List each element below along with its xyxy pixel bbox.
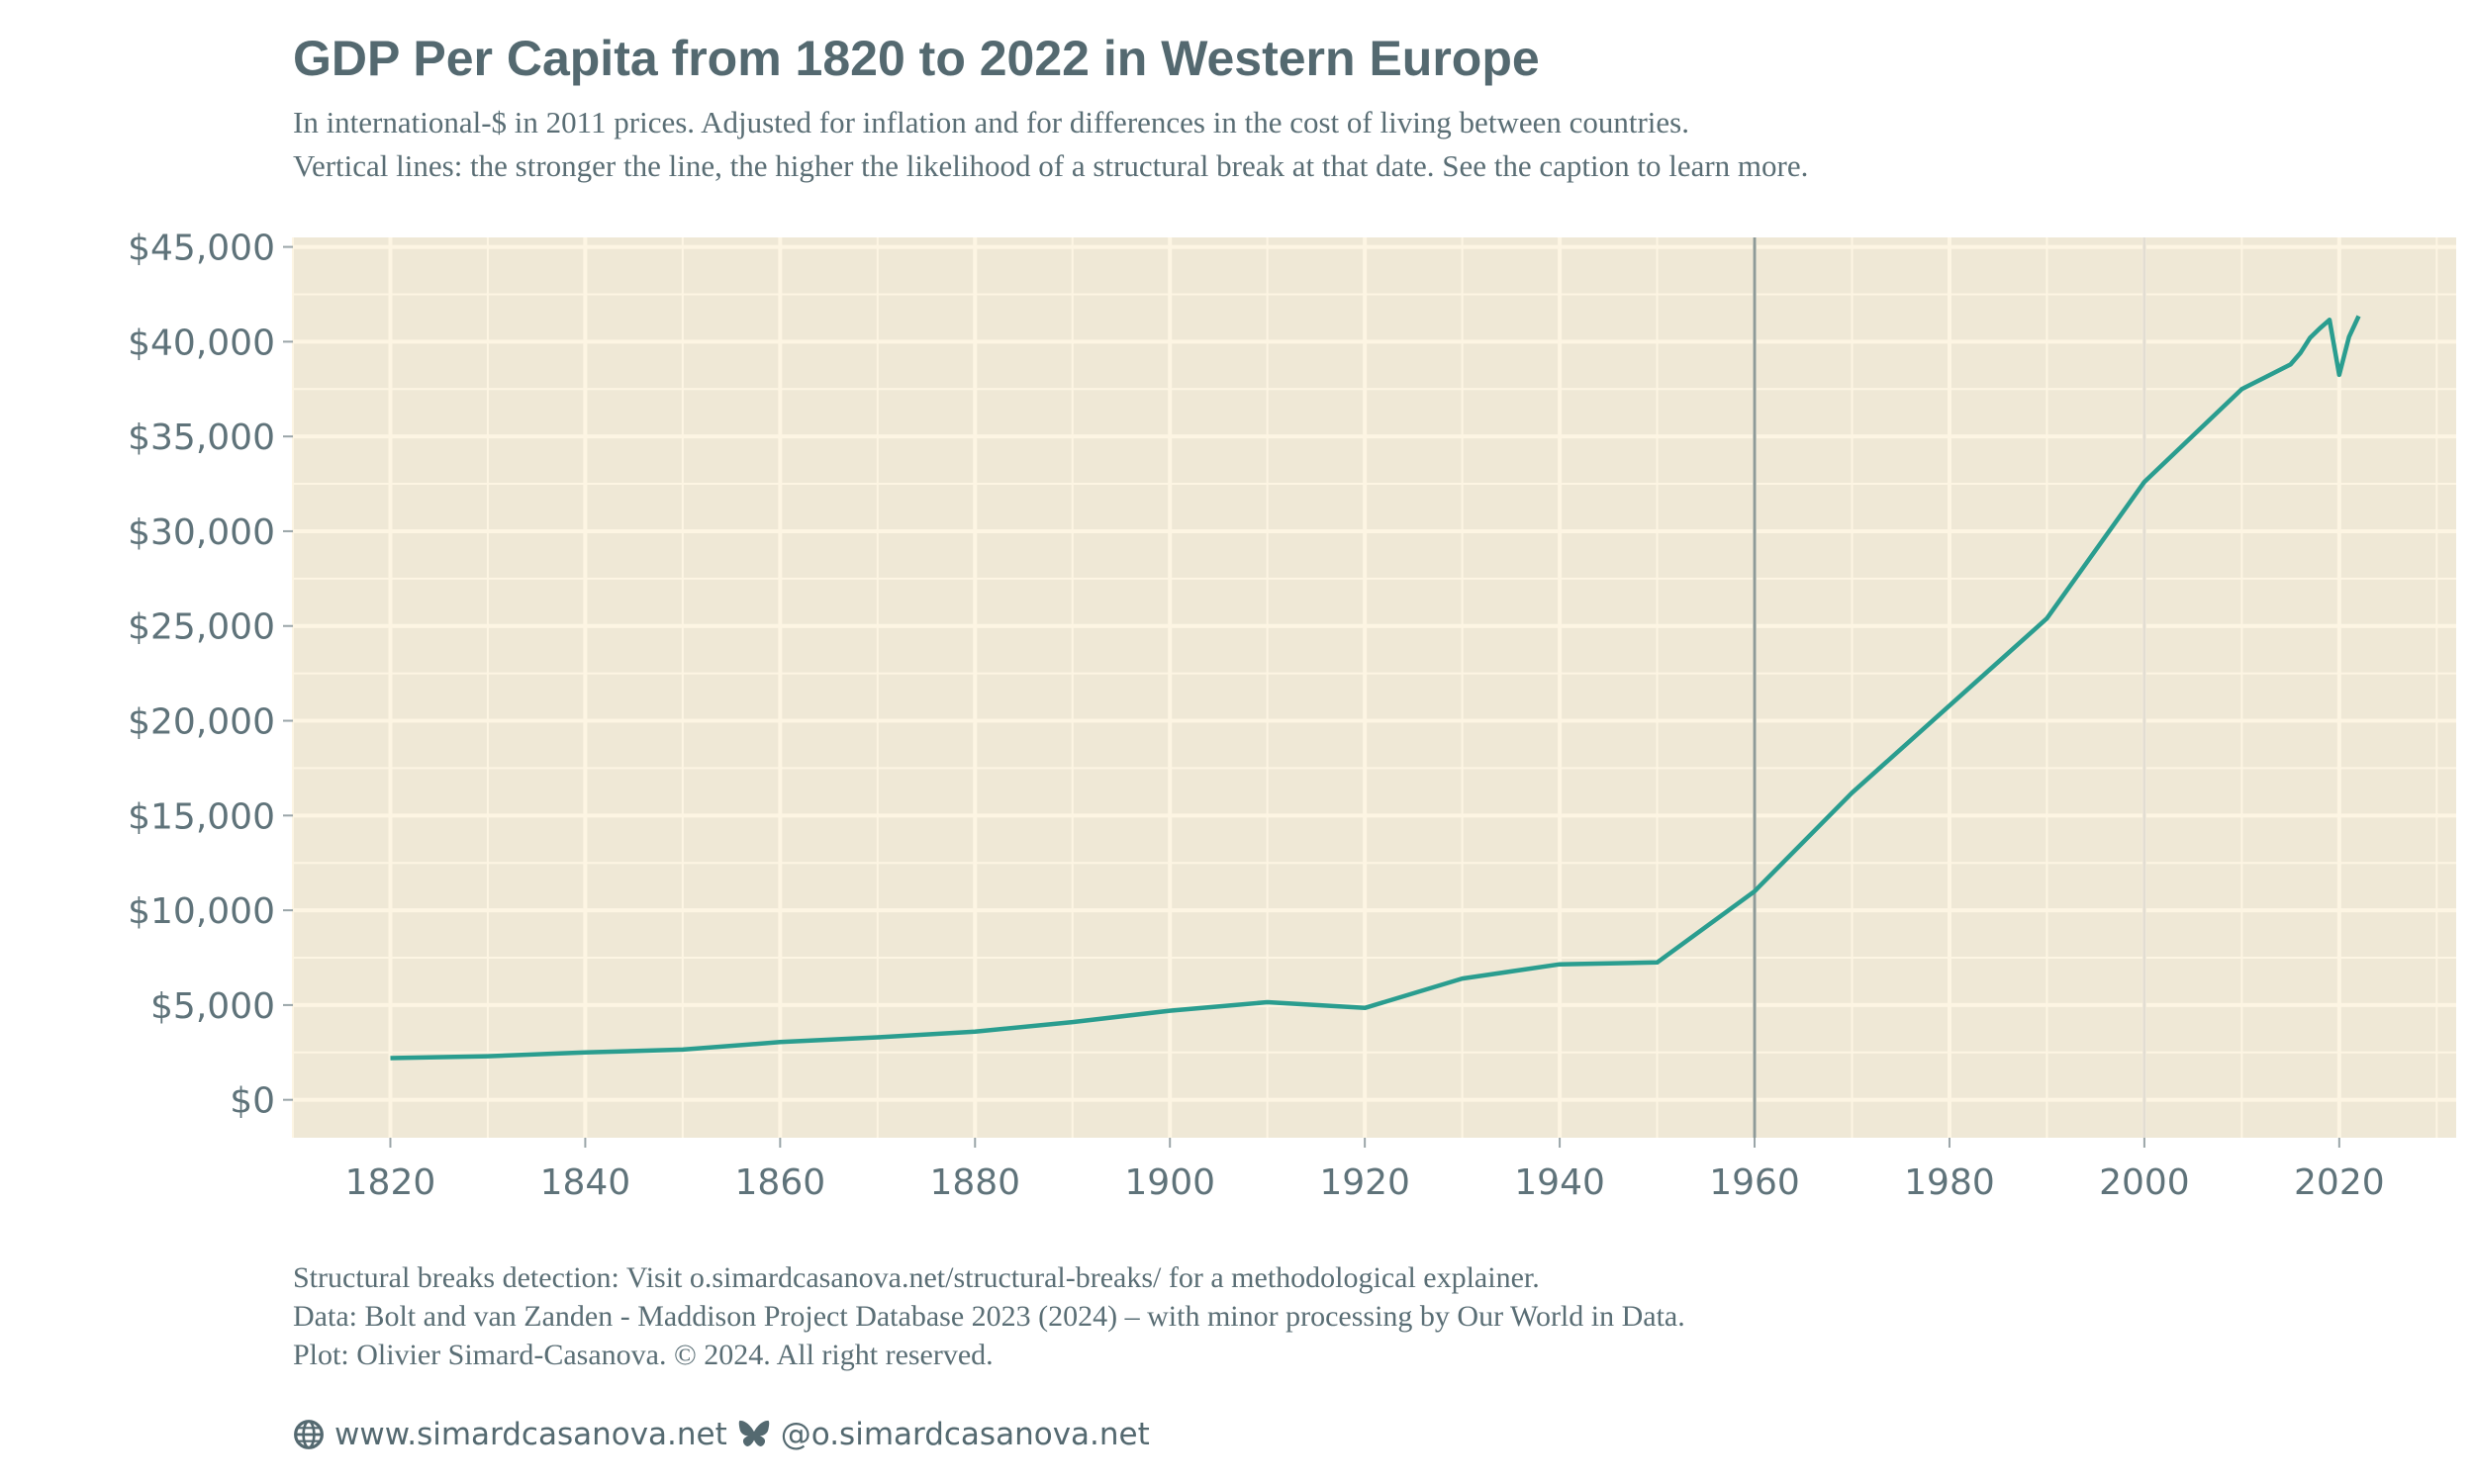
line-chart: $0 $5,000 $10,000 $15,000 $20,000 $25,000 $30,… [128,229,2456,1203]
globe-icon [294,1420,324,1449]
y-tick-label: $40,000 [128,323,275,363]
caption-breaks: Structural breaks detection: Visit o.sim… [293,1261,1540,1294]
gdp-series-line [390,315,2361,1061]
y-tick-label: $45,000 [128,229,275,269]
y-tick-label: $10,000 [128,891,275,932]
chart-subtitle-2: Vertical lines: the stronger the line, t… [293,148,1809,183]
x-tick-label: 1940 [1514,1162,1605,1203]
x-tick-label: 1820 [345,1162,436,1203]
chart-title: GDP Per Capita from 1820 to 2022 in West… [293,31,1540,86]
x-tick-label: 2000 [2099,1162,2190,1203]
y-tick-label: $30,000 [128,512,275,553]
x-tick-label: 2020 [2294,1162,2385,1203]
x-tick-label: 1920 [1319,1162,1410,1203]
x-tick-label: 1900 [1124,1162,1215,1203]
chart-subtitle-1: In international-$ in 2011 prices. Adjus… [293,105,1689,139]
caption-plot: Plot: Olivier Simard-Casanova. © 2024. A… [293,1339,994,1371]
x-tick-label: 1840 [540,1162,631,1203]
plot-panel [293,237,2456,1138]
x-tick-label: 1980 [1904,1162,1995,1203]
y-tick-label: $20,000 [128,702,275,743]
y-tick-label: $35,000 [128,417,275,458]
y-tick-label: $5,000 [150,986,275,1027]
bluesky-link[interactable]: @o.simardcasanova.net [780,1417,1150,1452]
footer-links: www.simardcasanova.net @o.simardcasanova… [293,1417,1150,1452]
y-tick-label: $0 [230,1081,275,1122]
x-tick-label: 1860 [735,1162,826,1203]
y-tick-label: $15,000 [128,796,275,837]
x-tick-label: 1960 [1709,1162,1800,1203]
butterfly-icon [738,1420,770,1446]
caption-data: Data: Bolt and van Zanden - Maddison Pro… [293,1300,1685,1333]
website-link[interactable]: www.simardcasanova.net [334,1417,727,1452]
x-tick-label: 1880 [929,1162,1020,1203]
y-tick-label: $25,000 [128,607,275,648]
